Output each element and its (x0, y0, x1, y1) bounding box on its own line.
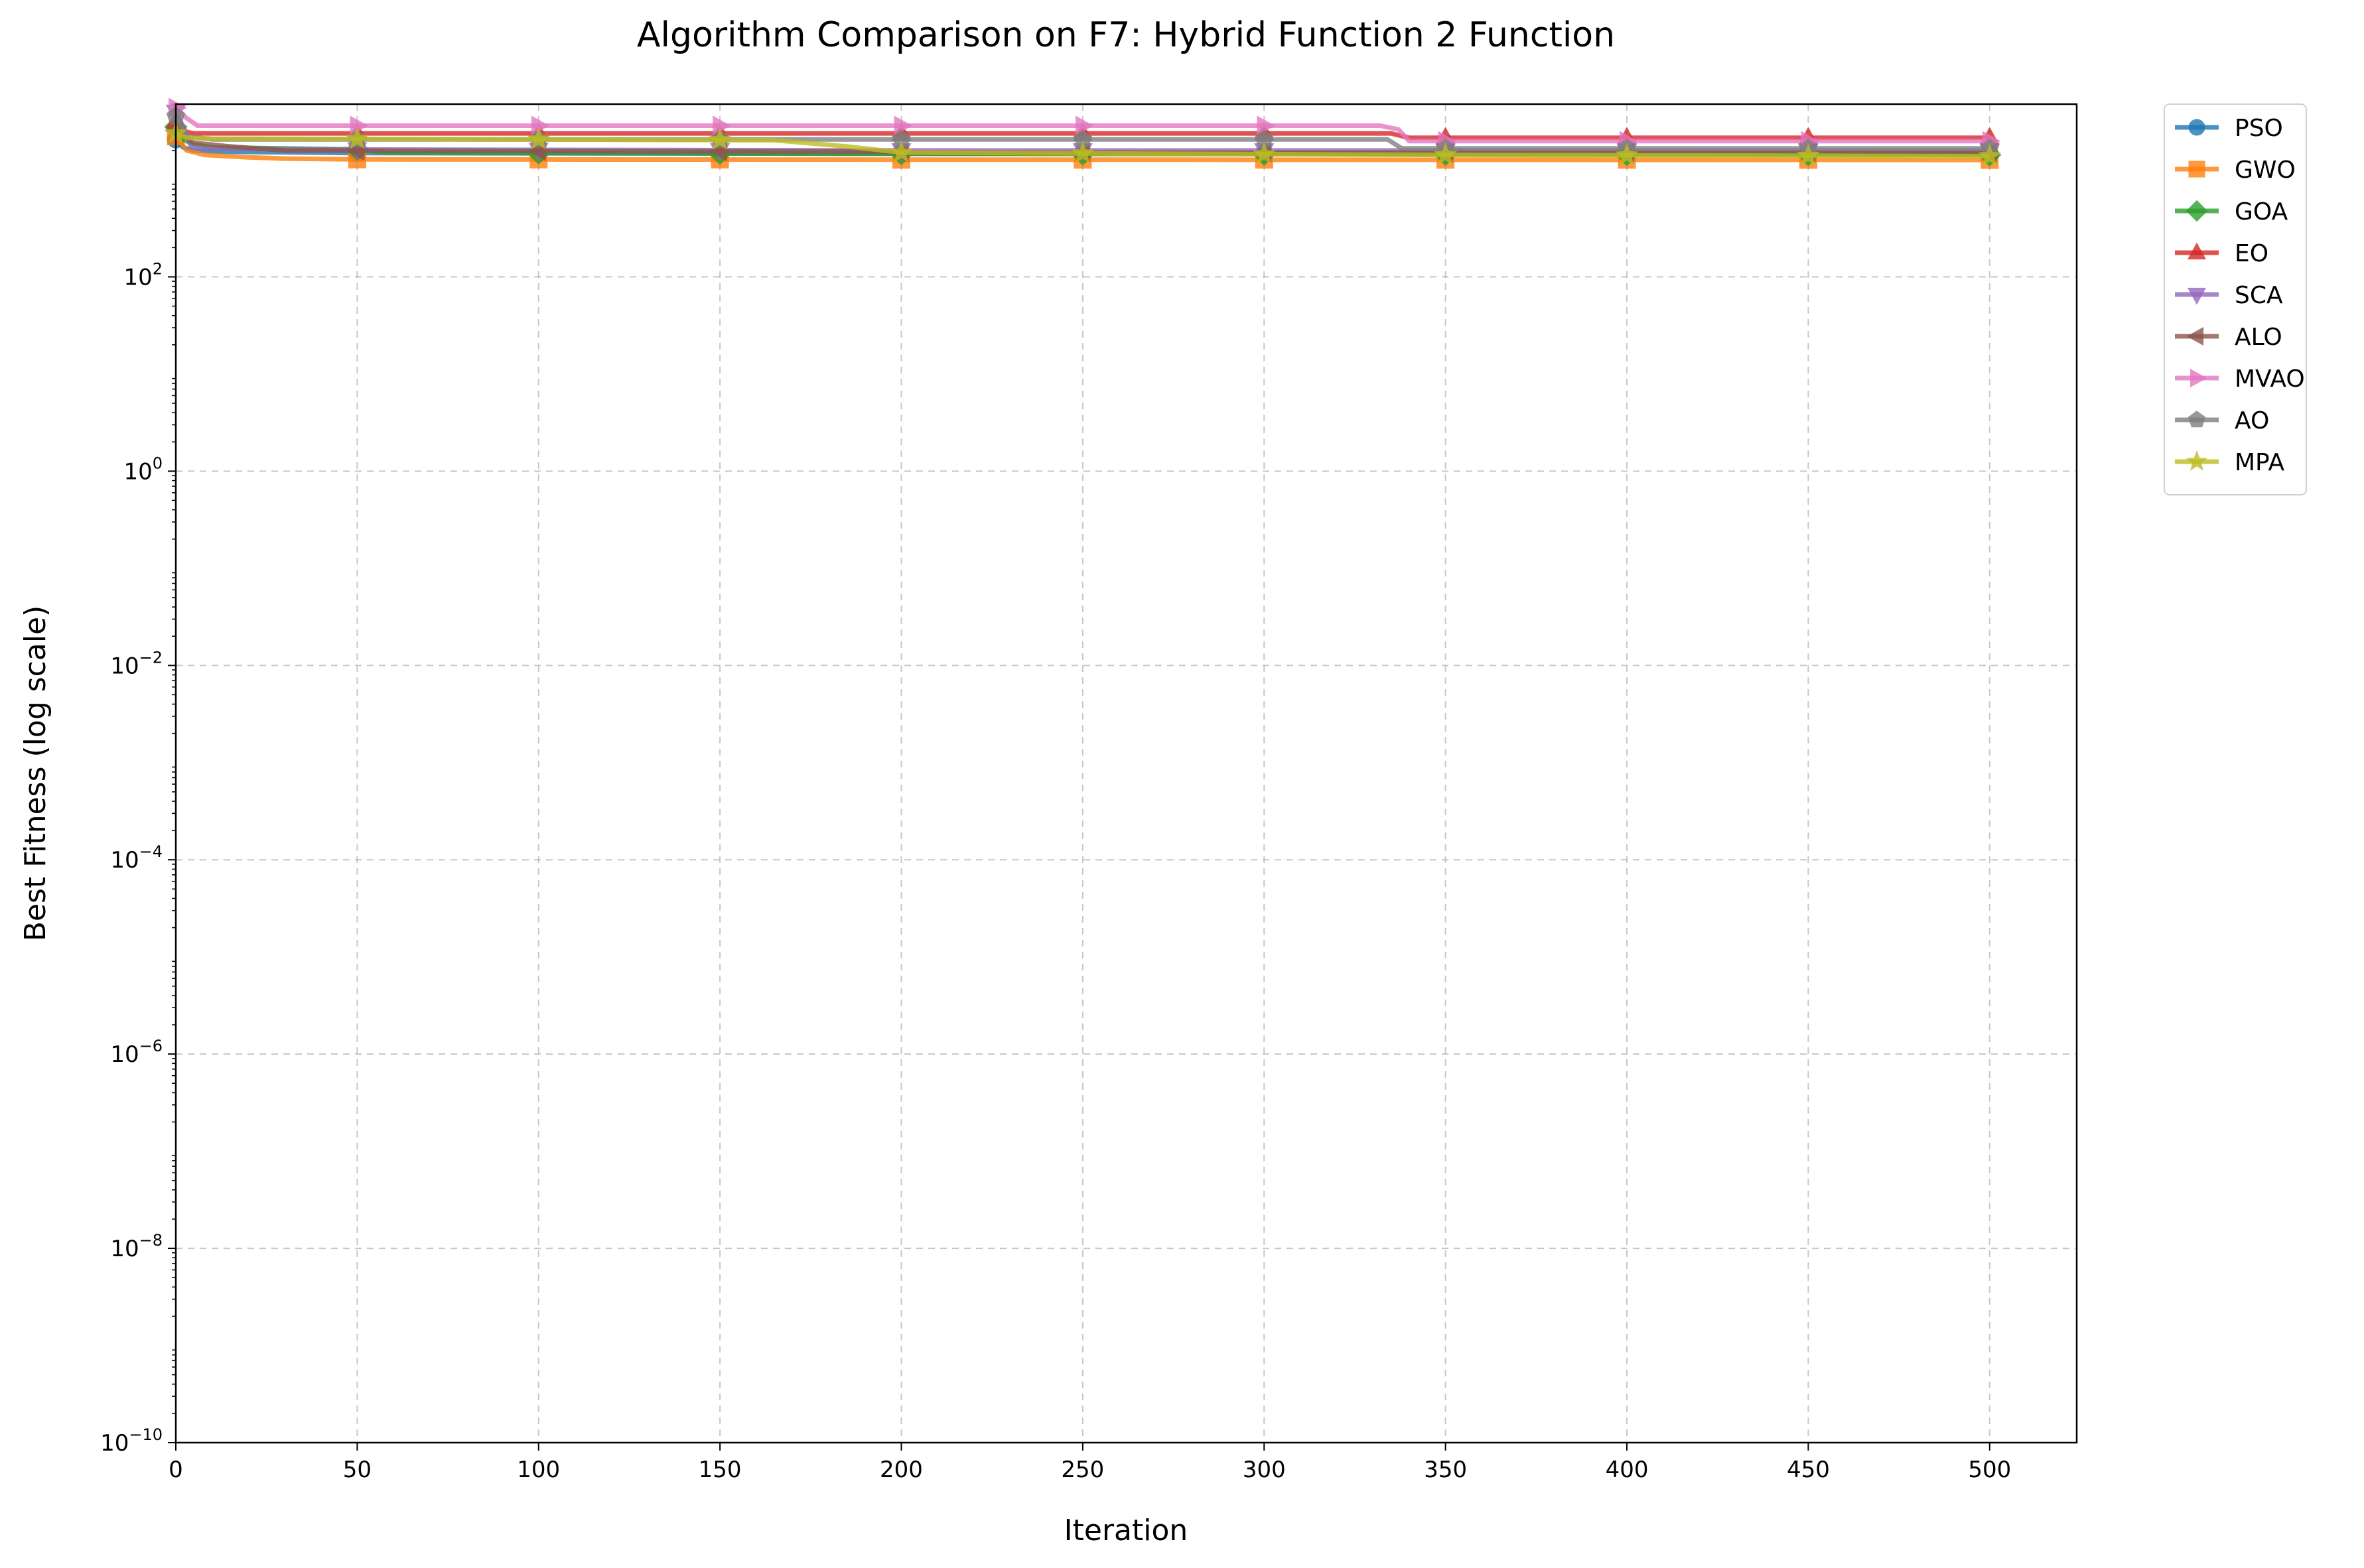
legend-marker-ao (2188, 411, 2206, 428)
series-marker-mpa (890, 140, 913, 163)
legend: PSO GWO GOA EO SCA ALO MVAO AO MPA (2164, 103, 2307, 495)
legend-label-mvao: MVAO (2235, 365, 2305, 393)
series-line-mvao (174, 105, 1990, 144)
legend-marker-gwo (2188, 161, 2205, 178)
series-marker-mvao (350, 115, 369, 136)
legend-label-gwo: GWO (2235, 157, 2296, 184)
series-marker-mpa (708, 127, 732, 151)
y-tick-label: 10−6 (110, 1037, 163, 1068)
legend-label-eo: EO (2235, 240, 2268, 267)
x-tick-label: 100 (517, 1457, 560, 1483)
x-tick-label: 250 (1061, 1457, 1104, 1483)
legend-marker-mvao (2190, 368, 2207, 388)
series-marker-mpa (1252, 142, 1276, 164)
x-tick-label: 300 (1243, 1457, 1286, 1483)
series-marker-mvao (894, 115, 913, 136)
x-tick-label: 50 (343, 1457, 372, 1483)
series-marker-mvao (1257, 115, 1275, 136)
x-axis-label: Iteration (1064, 1514, 1188, 1547)
legend-label-pso: PSO (2235, 115, 2283, 142)
series-marker-mpa (1434, 143, 1458, 165)
y-tick-label: 102 (123, 259, 163, 291)
series-marker-mpa (1615, 143, 1639, 166)
series-lines (164, 98, 2002, 169)
series-marker-mpa (1796, 143, 1820, 166)
series-line-ao (173, 115, 1990, 151)
legend-marker-goa (2186, 200, 2208, 222)
legend-marker-alo (2186, 326, 2204, 346)
x-tick-label: 150 (699, 1457, 742, 1483)
legend-marker-eo (2187, 242, 2207, 260)
series-marker-mpa (345, 127, 369, 149)
legend-label-alo: ALO (2235, 324, 2282, 351)
y-tick-label: 100 (123, 454, 163, 485)
series-marker-mpa (1978, 144, 2002, 166)
y-tick-label: 10−10 (100, 1425, 163, 1457)
x-axis-ticks: 0 50 100 150 200 250 300 350 400 450 500 (169, 1443, 2011, 1483)
legend-marker-pso (2188, 119, 2205, 136)
y-axis-ticks: 10−10 10−8 10−6 10−4 10−2 100 102 (100, 103, 176, 1457)
series-marker-mvao (713, 115, 731, 136)
series-marker-mvao (1076, 115, 1094, 136)
x-tick-label: 400 (1606, 1457, 1649, 1483)
plot-frame (174, 103, 2078, 1444)
y-tick-label: 10−4 (110, 842, 163, 874)
y-axis-label: Best Fitness (log scale) (19, 606, 52, 942)
x-tick-label: 450 (1787, 1457, 1830, 1483)
legend-label-mpa: MPA (2235, 449, 2284, 476)
series-marker-mpa (527, 127, 551, 150)
legend-marker-mpa (2186, 450, 2208, 471)
x-tick-label: 0 (169, 1457, 183, 1483)
y-tick-label: 10−8 (110, 1231, 163, 1262)
legend-label-sca: SCA (2235, 282, 2283, 309)
legend-box (2164, 103, 2307, 495)
series-line-gwo (174, 135, 1990, 163)
series-marker-mpa (1071, 141, 1095, 164)
legend-marker-sca (2187, 287, 2207, 305)
series-marker-mvao (531, 115, 550, 136)
legend-label-ao: AO (2235, 407, 2269, 434)
x-tick-label: 350 (1424, 1457, 1467, 1483)
x-tick-label: 200 (880, 1457, 923, 1483)
legend-label-goa: GOA (2235, 198, 2288, 226)
grid (175, 104, 2077, 1443)
y-tick-label: 10−2 (110, 648, 163, 679)
x-tick-label: 500 (1968, 1457, 2011, 1483)
chart-title: Algorithm Comparison on F7: Hybrid Funct… (637, 15, 1615, 55)
